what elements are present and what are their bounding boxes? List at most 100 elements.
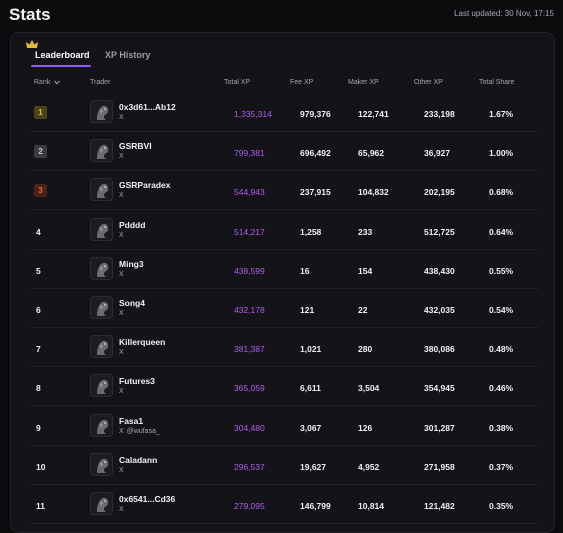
other-xp-value: 233,198	[424, 109, 455, 119]
table-row[interactable]: 1 0x3d61...Ab12 X 1,335,314 979,376 122,741 23…	[31, 93, 539, 132]
social-link[interactable]: X	[119, 349, 124, 356]
trader-name[interactable]: Futures3	[119, 376, 155, 387]
chevron-down-icon	[54, 80, 61, 85]
maker-xp-value: 3,504	[358, 383, 380, 394]
maker-xp-value: 280	[358, 344, 373, 355]
social-link[interactable]: X	[119, 388, 124, 395]
avatar	[90, 217, 113, 241]
column-header-rank[interactable]: Rank	[34, 79, 61, 86]
rank-number: 5	[36, 265, 41, 276]
total-xp-value: 1,335,314	[234, 109, 272, 119]
avatar-image-icon	[91, 453, 112, 475]
table-row[interactable]: 8 Futures3 X 365,059 6,611 3,504 354,945 0.46%	[31, 367, 539, 407]
rank-number: 9	[36, 422, 41, 433]
trader-name[interactable]: Song4	[119, 298, 145, 308]
trader-name[interactable]: 0x3d61...Ab12	[119, 102, 176, 112]
social-link[interactable]: X	[119, 467, 124, 474]
other-xp-value: 271,958	[424, 461, 455, 472]
avatar-image-icon	[91, 375, 112, 397]
trader-name[interactable]: 0x6541...Cd36	[119, 494, 176, 504]
page-title: Stats	[9, 5, 51, 24]
fee-xp-value: 6,611	[300, 383, 321, 394]
crown-icon	[26, 40, 38, 48]
fee-xp-value: 979,376	[300, 109, 331, 119]
table-row[interactable]: 6 Song4 X 432,178 121 22 432,035 0.54%	[31, 289, 539, 328]
rank-badge: 3	[34, 184, 47, 198]
avatar	[90, 100, 113, 123]
x-logo-icon: X	[119, 192, 124, 200]
table-row[interactable]: 9 Fasa1 X @wufasa_ 304,480 3,067 126 301,287 0.3…	[31, 407, 539, 446]
maker-xp-value: 122,741	[358, 109, 389, 119]
table-row[interactable]: 10 Caladann X 296,537 19,627 4,952 271,958 0.37…	[31, 446, 539, 485]
social-link[interactable]: X	[119, 153, 124, 160]
avatar-image-icon	[91, 140, 112, 162]
maker-xp-value: 22	[358, 305, 368, 315]
avatar	[90, 335, 113, 359]
other-xp-value: 354,945	[424, 383, 455, 394]
total-xp-value: 544,943	[234, 187, 265, 198]
x-logo-icon: X	[119, 427, 124, 435]
tab-xp-history[interactable]: XP History	[105, 50, 151, 60]
other-xp-value: 121,482	[424, 501, 455, 511]
trader-name[interactable]: Pdddd	[119, 219, 146, 230]
last-updated-label: Last updated: 30 Nov, 17:15	[454, 9, 554, 18]
total-share-value: 1.67%	[489, 109, 514, 119]
social-link[interactable]: X	[119, 271, 124, 278]
avatar	[90, 256, 113, 280]
other-xp-value: 36,927	[424, 148, 450, 159]
table-row[interactable]: 5 Ming3 X 438,599 16 154 438,430 0.55%	[31, 250, 539, 289]
maker-xp-value: 154	[358, 265, 373, 276]
table-row[interactable]: 3 GSRParadex X 544,943 237,915 104,832 202,195…	[31, 171, 539, 211]
social-link[interactable]: X	[119, 232, 124, 239]
fee-xp-value: 1,021	[300, 344, 322, 355]
trader-name[interactable]: Ming3	[119, 258, 144, 269]
avatar-image-icon	[91, 101, 112, 122]
rank-number: 8	[36, 383, 41, 394]
fee-xp-value: 121	[300, 305, 315, 315]
column-header-total-xp: Total XP	[224, 79, 251, 86]
total-share-value: 0.55%	[489, 265, 514, 276]
total-share-value: 0.38%	[489, 422, 514, 433]
x-logo-icon: X	[119, 114, 124, 121]
fee-xp-value: 1,258	[300, 226, 322, 237]
maker-xp-value: 104,832	[358, 187, 389, 198]
trader-name[interactable]: Caladann	[119, 454, 158, 465]
x-logo-icon: X	[119, 506, 124, 513]
social-link[interactable]: X	[119, 310, 124, 317]
table-row[interactable]: 7 Killerqueen X 381,387 1,021 280 380,086 0.48%	[31, 328, 539, 368]
total-share-value: 0.37%	[489, 461, 514, 472]
other-xp-value: 202,195	[424, 187, 455, 198]
total-xp-value: 381,387	[234, 344, 265, 355]
social-link[interactable]: X	[119, 192, 124, 199]
active-tab-indicator	[31, 65, 91, 67]
social-link[interactable]: X	[119, 506, 124, 513]
x-logo-icon: X	[119, 388, 124, 396]
trader-name[interactable]: Fasa1	[119, 415, 144, 426]
total-share-value: 0.35%	[489, 501, 514, 511]
rank-number: 7	[36, 344, 41, 355]
total-share-value: 0.46%	[489, 383, 514, 394]
fee-xp-value: 19,627	[300, 461, 326, 472]
maker-xp-value: 233	[358, 226, 373, 237]
x-logo-icon: X	[119, 310, 124, 317]
rank-header-label: Rank	[34, 79, 51, 86]
rank-number: 11	[36, 501, 45, 511]
avatar-image-icon	[91, 493, 112, 514]
total-xp-value: 438,599	[234, 265, 265, 276]
social-link[interactable]: X @wufasa_	[119, 428, 160, 435]
table-row[interactable]: 11 0x6541...Cd36 X 279,095 146,799 10,814 121,…	[31, 485, 539, 524]
avatar	[90, 178, 113, 202]
column-header-other-xp: Other XP	[414, 79, 443, 86]
table-row[interactable]: 2 GSRBVI X 799,381 696,492 65,962 36,927 1.00%	[31, 132, 539, 172]
fee-xp-value: 16	[300, 265, 310, 276]
trader-name[interactable]: GSRBVI	[119, 141, 152, 152]
trader-name[interactable]: GSRParadex	[119, 180, 171, 191]
x-logo-icon: X	[119, 153, 124, 161]
total-share-value: 0.54%	[489, 305, 514, 315]
social-link[interactable]: X	[119, 114, 124, 121]
top-bar: Stats Last updated: 30 Nov, 17:15	[0, 0, 563, 30]
trader-name[interactable]: Killerqueen	[119, 337, 166, 348]
avatar	[90, 139, 113, 163]
table-row[interactable]: 4 Pdddd X 514,217 1,258 233 512,725 0.64%	[31, 211, 539, 250]
tab-leaderboard[interactable]: Leaderboard	[35, 50, 90, 60]
